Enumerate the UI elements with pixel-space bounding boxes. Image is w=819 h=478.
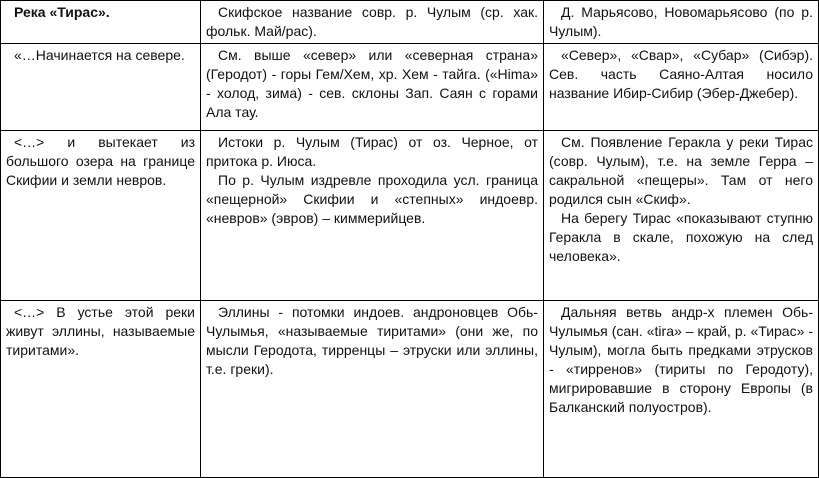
- cell-paragraph: Истоки р. Чулым (Тирас) от оз. Черное, о…: [206, 134, 538, 169]
- table-row: «…Начинается на севере. См. выше «север» …: [0, 43, 819, 131]
- cell-paragraph: Эллины - потомки индоев. андроновцев Обь…: [206, 304, 538, 377]
- table-cell: Скифское название совр. р. Чулым (ср. ха…: [200, 0, 544, 44]
- cell-paragraph: Дальняя ветвь андр-х племен Обь-Чулымья …: [549, 304, 813, 415]
- cell-paragraph: На берегу Тирас «показывают ступню Герак…: [549, 210, 813, 264]
- table-row: <…> и вытекает из большого озера на гран…: [0, 130, 819, 301]
- table-cell: Река «Тирас».: [0, 0, 201, 44]
- table-cell: Истоки р. Чулым (Тирас) от оз. Черное, о…: [200, 130, 544, 301]
- cell-paragraph: Д. Марьясово, Новомарьясово (по р. Чулым…: [549, 4, 813, 39]
- cell-paragraph: «…Начинается на севере.: [14, 47, 185, 63]
- table-cell: «Север», «Свар», «Субар» (Сибэр). Сев. ч…: [543, 43, 819, 131]
- cell-paragraph: «Север», «Свар», «Субар» (Сибэр). Сев. ч…: [549, 47, 813, 101]
- table-cell: <…> и вытекает из большого озера на гран…: [0, 130, 201, 301]
- cell-paragraph: По р. Чулым издревле проходила усл. гран…: [206, 172, 538, 226]
- cell-paragraph: Скифское название совр. р. Чулым (ср. ха…: [206, 4, 538, 39]
- table-row: Река «Тирас». Скифское название совр. р. …: [0, 0, 819, 44]
- cell-paragraph: См. Появление Геракла у реки Тирас (совр…: [549, 134, 813, 207]
- table-cell: Эллины - потомки индоев. андроновцев Обь…: [200, 300, 544, 478]
- table-cell: См. выше «север» или «северная страна» (…: [200, 43, 544, 131]
- cell-paragraph: <…> и вытекает из большого озера на гран…: [6, 134, 195, 188]
- table-cell: См. Появление Геракла у реки Тирас (совр…: [543, 130, 819, 301]
- table-row: <…> В устье этой реки живут эллины, назы…: [0, 300, 819, 478]
- table-cell: <…> В устье этой реки живут эллины, назы…: [0, 300, 201, 478]
- cell-paragraph: <…> В устье этой реки живут эллины, назы…: [6, 304, 195, 358]
- cell-paragraph: Река «Тирас».: [14, 4, 110, 20]
- table-cell: Д. Марьясово, Новомарьясово (по р. Чулым…: [543, 0, 819, 44]
- table-cell: Дальняя ветвь андр-х племен Обь-Чулымья …: [543, 300, 819, 478]
- table-cell: «…Начинается на севере.: [0, 43, 201, 131]
- cell-paragraph: См. выше «север» или «северная страна» (…: [206, 47, 538, 120]
